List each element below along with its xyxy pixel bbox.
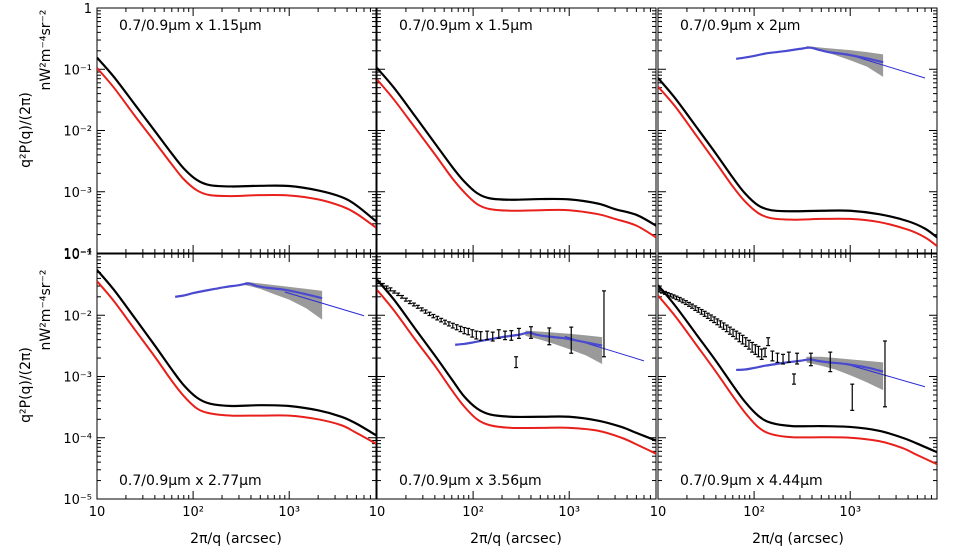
blue-fit-line xyxy=(284,291,365,317)
y-tick-label: 10⁻² xyxy=(63,125,92,140)
y-tick-label: 10⁻¹ xyxy=(63,63,92,78)
x-tick-label: 10³ xyxy=(278,505,300,520)
panel-frame-5 xyxy=(657,253,938,500)
y-axis-unit-bottom: nW²m⁻⁴sr⁻² xyxy=(38,269,54,350)
panel-title: 0.7/0.9μm x 1.15μm xyxy=(119,18,262,34)
panel-plot-area-2 xyxy=(658,45,937,247)
panels-group: 1 10⁻¹ 10⁻² 10⁻³ 10⁻⁴ 0.7/0.9μm x 1.15μm 0.7/0… xyxy=(63,2,938,520)
uncertainty-band xyxy=(806,356,884,391)
red-model-curve xyxy=(377,289,656,455)
black-model-curve xyxy=(658,77,937,239)
x-axis-title-col-0: 2π/q (arcsec) xyxy=(190,531,282,547)
y-axis-title-top: q²P(q)/(2π) xyxy=(18,92,34,168)
blue-data-line xyxy=(736,358,884,373)
panel-plot-area-1 xyxy=(377,67,656,239)
uncertainty-band xyxy=(525,330,603,364)
panel-frame-0 xyxy=(96,7,377,254)
panel-4: 10 10² 10³ 0.7/0.9μm x 3.56μm xyxy=(369,253,657,520)
x-tick-label: 10³ xyxy=(839,505,861,520)
y-tick-label: 10⁻³ xyxy=(63,371,92,386)
panel-title: 0.7/0.9μm x 4.44μm xyxy=(680,473,823,489)
uncertainty-band xyxy=(806,45,884,77)
black-model-curve xyxy=(658,284,937,454)
panel-2: 0.7/0.9μm x 2μm xyxy=(657,7,938,254)
black-model-curve xyxy=(377,67,656,227)
x-tick-label: 10³ xyxy=(558,505,580,520)
red-model-curve xyxy=(377,78,656,239)
x-tick-label: 10 xyxy=(369,505,386,520)
y-tick-label: 10⁻⁵ xyxy=(63,493,92,508)
blue-data-line xyxy=(174,282,323,300)
panel-title: 0.7/0.9μm x 1.5μm xyxy=(399,18,533,34)
y-tick-label: 10⁻¹ xyxy=(63,248,92,263)
y-tick-label: 10⁻² xyxy=(63,309,92,324)
red-model-curve xyxy=(658,294,937,466)
black-model-curve xyxy=(97,56,376,223)
y-tick-label: 10⁻⁴ xyxy=(63,432,92,447)
panel-plot-area-3 xyxy=(97,269,376,445)
red-model-curve xyxy=(97,67,376,229)
y-tick-label: 10⁻⁴ xyxy=(63,247,92,262)
panel-frame-4 xyxy=(376,253,657,500)
red-model-curve xyxy=(658,85,937,247)
panel-frame-3 xyxy=(96,253,377,500)
panel-plot-area-0 xyxy=(97,56,376,229)
panel-5: 10 10² 10³ 0.7/0.9μm x 4.44μm xyxy=(650,253,938,520)
panel-plot-area-4 xyxy=(377,279,656,455)
blue-data-line xyxy=(735,46,884,64)
black-model-curve xyxy=(377,279,656,442)
x-tick-label: 10 xyxy=(650,505,667,520)
x-axis-title-col-1: 2π/q (arcsec) xyxy=(470,531,562,547)
y-axis-title-bottom: q²P(q)/(2π) xyxy=(18,347,34,423)
panel-frame-1 xyxy=(376,7,657,254)
y-axis-unit-top: nW²m⁻⁴sr⁻² xyxy=(38,9,54,90)
panel-title: 0.7/0.9μm x 3.56μm xyxy=(399,473,542,489)
y-tick-label: 10⁻³ xyxy=(63,186,92,201)
x-axis-title-col-2: 2π/q (arcsec) xyxy=(752,531,844,547)
panel-3: 10⁻¹ 10⁻² 10⁻³ 10⁻⁴ 10⁻⁵10 10² 10³ 0.7/0.9μm x … xyxy=(63,248,377,520)
x-tick-label: 10² xyxy=(182,505,204,520)
panel-1: 0.7/0.9μm x 1.5μm xyxy=(376,7,657,254)
black-model-curve xyxy=(97,269,376,437)
red-model-curve xyxy=(97,280,376,445)
x-tick-label: 10 xyxy=(89,505,106,520)
panel-title: 0.7/0.9μm x 2.77μm xyxy=(119,473,262,489)
uncertainty-band xyxy=(245,281,323,320)
x-tick-label: 10² xyxy=(743,505,765,520)
y-tick-label: 1 xyxy=(84,2,92,17)
panel-0: 1 10⁻¹ 10⁻² 10⁻³ 10⁻⁴ 0.7/0.9μm x 1.15μm xyxy=(63,2,377,262)
panel-plot-area-5 xyxy=(658,284,937,466)
panel-title: 0.7/0.9μm x 2μm xyxy=(680,18,800,34)
x-tick-label: 10² xyxy=(462,505,484,520)
